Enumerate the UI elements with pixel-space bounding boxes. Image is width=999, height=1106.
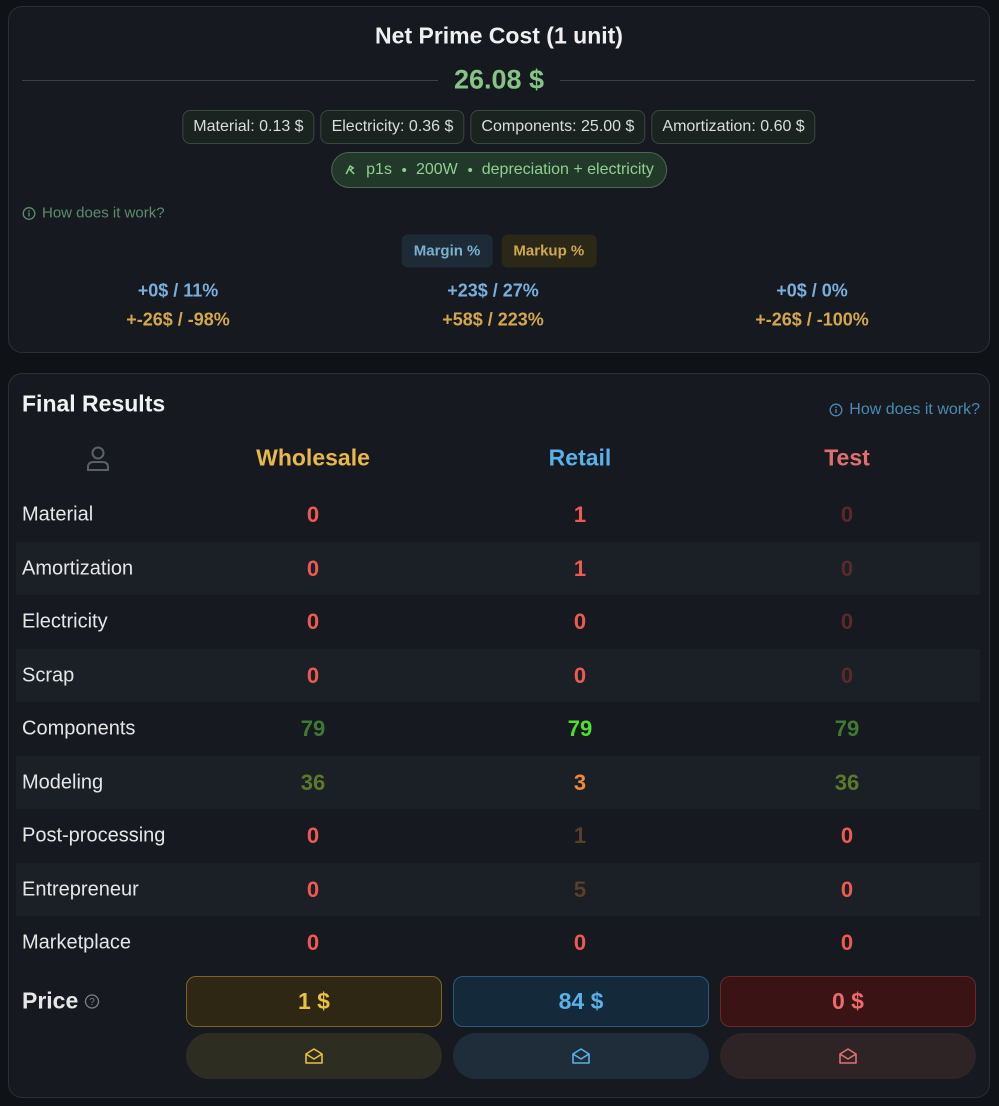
markup-value: +-26$ / -100%: [755, 309, 869, 330]
cost-chip: Amortization: 0.60 $: [651, 110, 816, 144]
cell-value: 0: [840, 823, 854, 848]
row-stripe: [16, 542, 980, 595]
help-text: How does it work?: [42, 204, 165, 222]
cell-value: 0: [840, 876, 854, 902]
cell-value: 0: [573, 930, 587, 955]
cell-value: 0: [573, 662, 587, 688]
envelope-icon: [304, 1047, 324, 1065]
cell-value: 0: [306, 876, 320, 902]
info-icon: [22, 206, 36, 220]
printer-spec: 200W: [415, 161, 458, 178]
margin-value: +23$ / 27%: [447, 280, 539, 301]
user-icon: [86, 446, 110, 477]
cell-value: 1: [573, 823, 587, 848]
cost-title: Net Prime Cost (1 unit): [375, 22, 623, 49]
printer-spec: p1s: [366, 161, 392, 178]
help-icon: ?: [84, 993, 100, 1009]
tab[interactable]: Markup %: [501, 234, 597, 268]
cell-value: 0: [306, 555, 320, 581]
cell-value: 36: [300, 769, 326, 795]
row-label: Components: [22, 717, 136, 740]
row-stripe: [16, 863, 980, 916]
cell-value: 0: [306, 609, 320, 634]
separator-dot: [401, 168, 406, 172]
cell-value: 0: [840, 662, 854, 688]
cell-value: 79: [834, 716, 860, 741]
cost-chip: Components: 25.00 $: [470, 110, 646, 144]
info-icon: [829, 403, 843, 417]
separator-dot: [467, 168, 472, 172]
row-label: Amortization: [22, 557, 134, 579]
margin-value: +0$ / 11%: [137, 280, 219, 301]
margin-value: +0$ / 0%: [776, 280, 848, 301]
cost-chip: Material: 0.13 $: [182, 110, 315, 144]
printer-spec: depreciation + electricity: [481, 161, 654, 178]
column-header: Test: [824, 444, 870, 471]
row-label: Post-processing: [22, 824, 166, 847]
divider: [560, 80, 975, 81]
send-button[interactable]: [186, 1033, 442, 1079]
row-label: Electricity: [22, 610, 108, 633]
tab[interactable]: Margin %: [401, 234, 493, 268]
cell-value: 1: [573, 502, 587, 527]
row-stripe: [16, 649, 980, 702]
cost-chips: Material: 0.13 $ Electricity: 0.36 $ Compo…: [179, 110, 818, 144]
cell-value: 1: [573, 555, 587, 581]
price-box: 84 $: [453, 976, 709, 1027]
svg-text:?: ?: [89, 997, 95, 1008]
envelope-icon: [571, 1047, 591, 1065]
cell-value: 0: [573, 609, 587, 634]
send-button[interactable]: [720, 1033, 976, 1079]
results-title: Final Results: [22, 390, 166, 417]
row-stripe: [16, 756, 980, 809]
cell-value: 0: [840, 555, 854, 581]
row-label: Material: [22, 503, 94, 526]
printer-icon: [344, 164, 356, 176]
cell-value: 5: [573, 876, 587, 902]
cost-total: 26.08 $: [453, 64, 545, 95]
price-box: 0 $: [720, 976, 976, 1027]
price-box: 1 $: [186, 976, 442, 1027]
markup-value: +-26$ / -98%: [126, 309, 230, 330]
cell-value: 0: [840, 930, 854, 955]
cell-value: 0: [840, 502, 854, 527]
cell-value: 0: [306, 930, 320, 955]
row-label: Scrap: [22, 664, 75, 686]
cell-value: 0: [306, 662, 320, 688]
price-text: Price: [22, 987, 79, 1014]
printer-chip: p1s 200W depreciation + electricity: [331, 152, 667, 188]
cell-value: 79: [567, 716, 593, 741]
cell-value: 0: [306, 823, 320, 848]
price-label: Price?: [22, 988, 100, 1015]
help-text: How does it work?: [849, 401, 980, 418]
cell-value: 79: [300, 716, 326, 741]
cost-chip: Electricity: 0.36 $: [320, 110, 465, 144]
column-header: Retail: [548, 444, 612, 471]
column-header: Wholesale: [256, 444, 370, 471]
divider: [22, 80, 438, 81]
cell-value: 0: [306, 502, 320, 527]
send-button[interactable]: [453, 1033, 709, 1079]
row-label: Modeling: [22, 771, 104, 793]
help-link[interactable]: How does it work?: [22, 205, 165, 222]
markup-value: +58$ / 223%: [442, 309, 544, 330]
cell-value: 0: [840, 609, 854, 634]
envelope-icon: [838, 1047, 858, 1065]
row-label: Marketplace: [22, 931, 131, 954]
row-label: Entrepreneur: [22, 878, 139, 900]
cell-value: 36: [834, 769, 860, 795]
help-link[interactable]: How does it work?: [829, 401, 980, 419]
tabs: Margin % Markup %: [401, 234, 597, 268]
cell-value: 3: [573, 769, 587, 795]
